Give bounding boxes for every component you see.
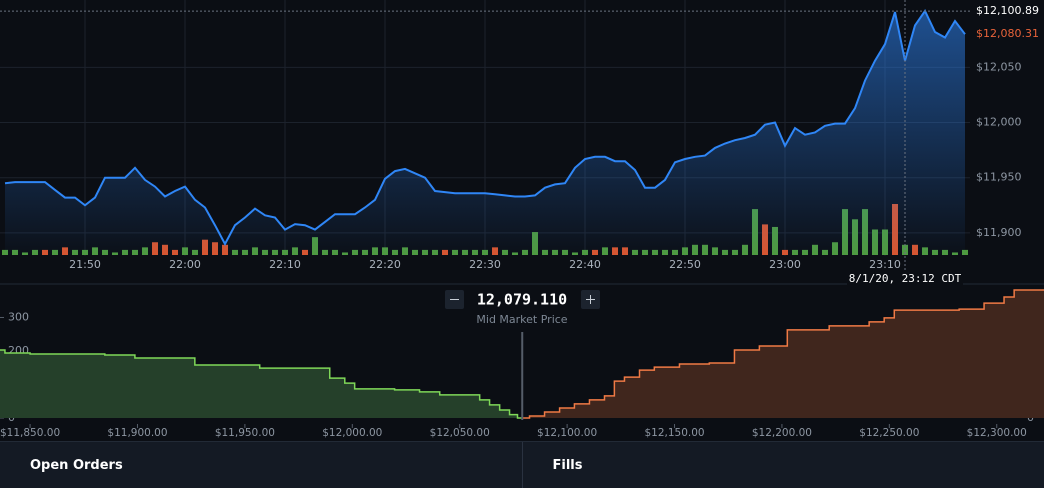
depth-line [0,349,523,419]
price-line [4,9,966,247]
mark-price-label: $12,080.31 [976,27,1039,40]
x-tick-label: $12,250.00 [859,427,919,439]
y-tick-label: $12,000 [976,116,1022,129]
depth-line [521,289,1044,419]
tabs: Open Orders Fills [0,441,1044,488]
x-tick-label: 21:50 [69,258,101,271]
y-tick-label: $11,950 [976,171,1022,184]
y-tick-label: $12,050 [976,60,1022,73]
x-tick-label: $12,300.00 [967,427,1027,439]
x-tick-label: $11,900.00 [107,427,167,439]
price-plot: 21:50 22:00 22:10 22:20 22:30 22:40 22:50 23:00… [0,0,992,271]
x-tick-label: $11,950.00 [215,427,275,439]
x-tick-label: 22:10 [269,258,301,271]
tab[interactable]: Fills [521,442,1044,488]
y-tick-label: 300 [8,310,29,323]
x-tick-label: 23 [978,258,992,271]
x-tick-label: $12,200.00 [752,427,812,439]
mid-controls: 12,079.110 Mid Market Price [445,290,600,326]
y-tick-label: $11,900 [976,226,1022,239]
last-price-label: $12,100.89 [976,4,1039,17]
x-tick-label: $12,050.00 [430,427,490,439]
right-axis-bg [970,0,1044,256]
x-tick-label: 22:40 [569,258,601,271]
x-tick-label: 22:30 [469,258,501,271]
mid-price: 12,079.110 [477,291,567,309]
x-tick-label: $12,100.00 [537,427,597,439]
mid-price-label: Mid Market Price [476,313,567,326]
depth-area [0,349,523,418]
x-tick-label: 23:00 [769,258,801,271]
crosshair-label-bg [847,272,963,286]
depth-area [521,290,1044,418]
x-tick-label: 22:20 [369,258,401,271]
x-tick-label: $12,150.00 [644,427,704,439]
x-tick-label: 23:10 [869,258,901,271]
x-tick-label: $11,850.00 [0,427,60,439]
charts: 12,079.110 Mid Market Price 21:50 22:00 22… [0,0,1044,439]
price-area [5,11,965,255]
x-tick-label: $12,000.00 [322,427,382,439]
x-tick-label: 22:00 [169,258,201,271]
x-tick-label: 22:50 [669,258,701,271]
tab[interactable]: Open Orders [30,458,123,473]
crosshair-label: 8/1/20, 23:12 CDT [849,272,962,285]
